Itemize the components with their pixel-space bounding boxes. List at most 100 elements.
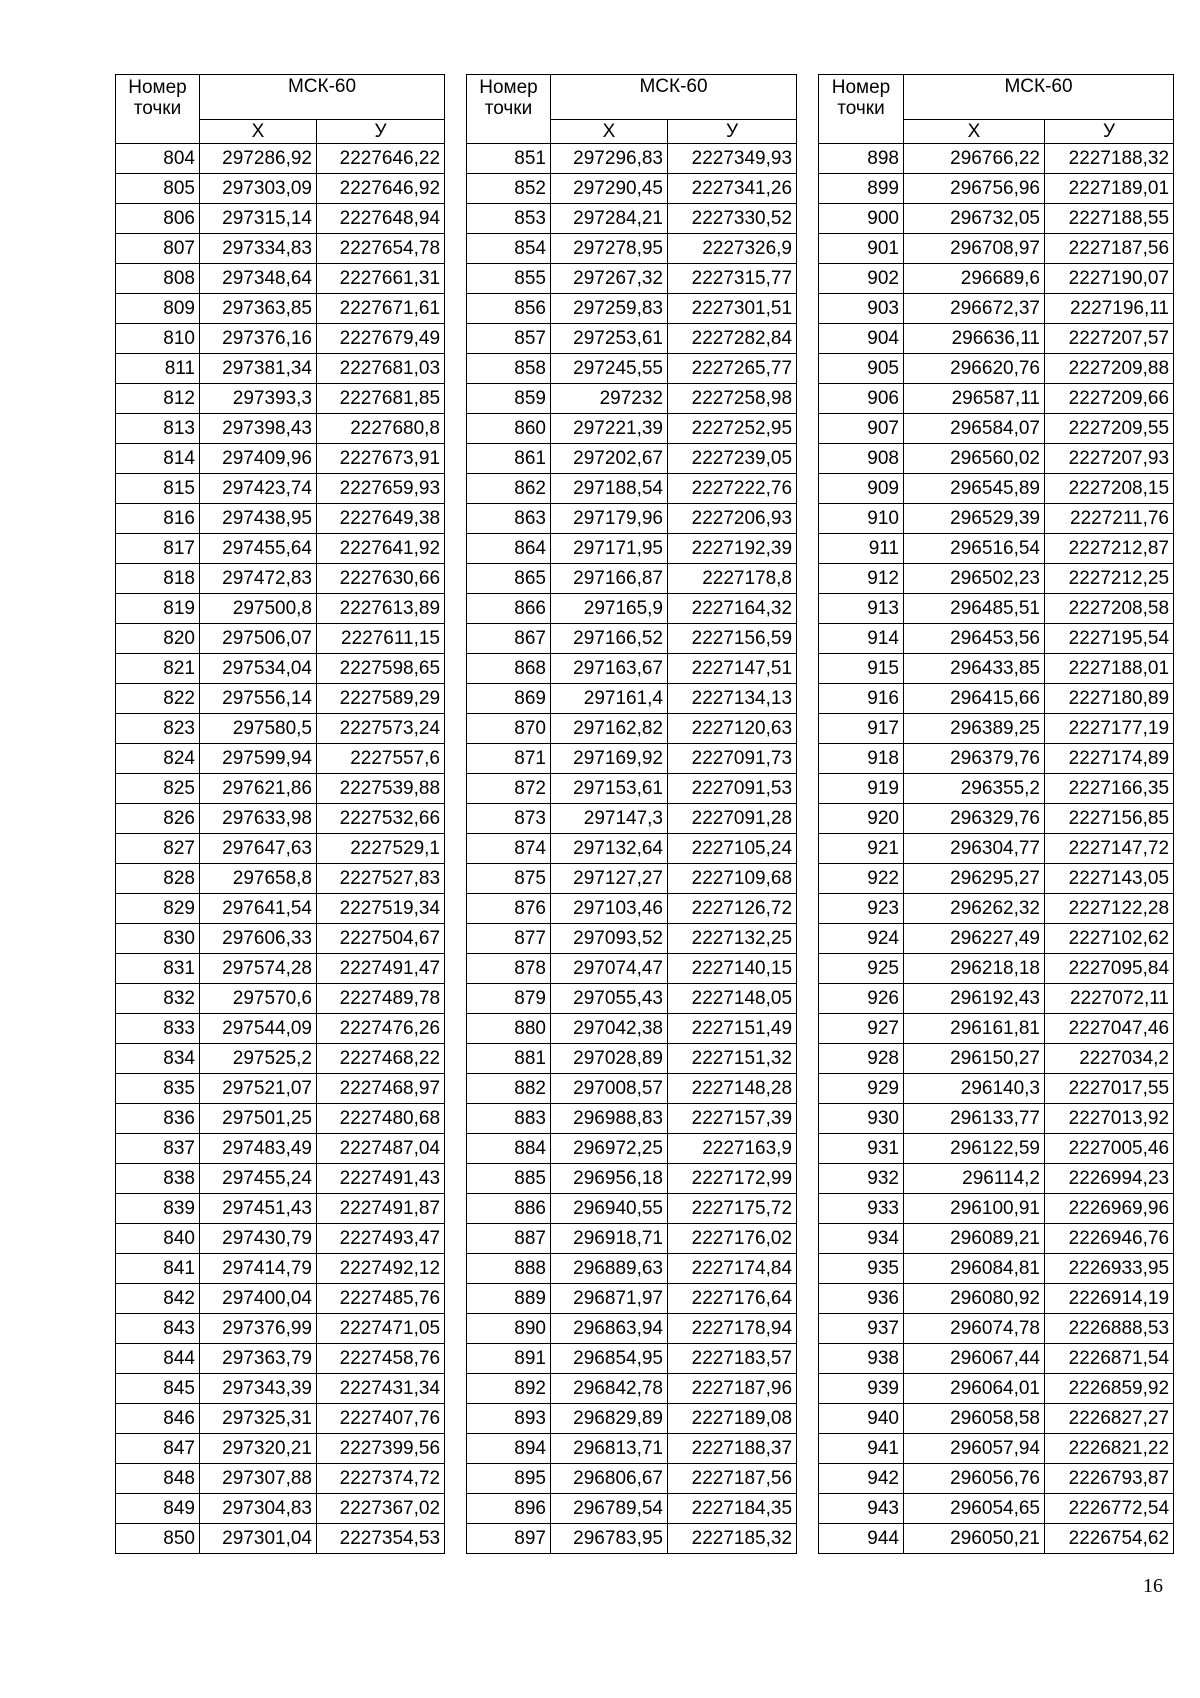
y-coordinate: 2227646,22 — [315, 143, 446, 174]
x-coordinate: 296806,67 — [550, 1463, 668, 1494]
y-coordinate: 2227487,04 — [315, 1133, 446, 1164]
x-coordinate: 296074,78 — [903, 1313, 1045, 1344]
x-coordinate: 297188,54 — [550, 473, 668, 504]
point-number: 811 — [115, 353, 200, 384]
y-coordinate: 2226914,19 — [1043, 1283, 1175, 1314]
x-coordinate: 297423,74 — [199, 473, 317, 504]
point-number: 897 — [466, 1523, 551, 1554]
data-row: 856 297259,83 2227301,51 — [466, 293, 798, 324]
point-number: 944 — [818, 1523, 904, 1554]
y-coordinate: 2227189,08 — [666, 1403, 798, 1434]
data-row: 863 297179,96 2227206,93 — [466, 503, 798, 534]
point-number: 916 — [818, 683, 904, 714]
data-row: 874 297132,64 2227105,24 — [466, 833, 798, 864]
y-coordinate: 2227188,37 — [666, 1433, 798, 1464]
point-number: 852 — [466, 173, 551, 204]
data-row: 860 297221,39 2227252,95 — [466, 413, 798, 444]
point-number: 928 — [818, 1043, 904, 1074]
data-row: 850 297301,04 2227354,53 — [115, 1523, 446, 1554]
x-coordinate: 296502,23 — [903, 563, 1045, 594]
point-number: 846 — [115, 1403, 200, 1434]
point-number: 939 — [818, 1373, 904, 1404]
x-coordinate: 297525,2 — [199, 1043, 317, 1074]
point-number: 938 — [818, 1343, 904, 1374]
data-row: 861 297202,67 2227239,05 — [466, 443, 798, 474]
point-number: 804 — [115, 143, 200, 174]
x-coordinate: 296054,65 — [903, 1493, 1045, 1524]
header-point-number: Номер точки — [466, 74, 551, 144]
data-row: 888 296889,63 2227174,84 — [466, 1253, 798, 1284]
y-coordinate: 2227091,28 — [666, 803, 798, 834]
header-x: Х — [199, 119, 317, 144]
data-row: 898 296766,22 2227188,32 — [818, 143, 1175, 174]
y-coordinate: 2227532,66 — [315, 803, 446, 834]
point-number: 831 — [115, 953, 200, 984]
point-number: 813 — [115, 413, 200, 444]
data-row: 903 296672,37 2227196,11 — [818, 293, 1175, 324]
x-coordinate: 296918,71 — [550, 1223, 668, 1254]
point-number: 922 — [818, 863, 904, 894]
x-coordinate: 297455,24 — [199, 1163, 317, 1194]
y-coordinate: 2227527,83 — [315, 863, 446, 894]
x-coordinate: 296058,58 — [903, 1403, 1045, 1434]
point-number: 864 — [466, 533, 551, 564]
y-coordinate: 2227679,49 — [315, 323, 446, 354]
data-row: 823 297580,5 2227573,24 — [115, 713, 446, 744]
x-coordinate: 296584,07 — [903, 413, 1045, 444]
y-coordinate: 2226772,54 — [1043, 1493, 1175, 1524]
data-row: 840 297430,79 2227493,47 — [115, 1223, 446, 1254]
y-coordinate: 2227209,88 — [1043, 353, 1175, 384]
y-coordinate: 2227208,58 — [1043, 593, 1175, 624]
x-coordinate: 297363,85 — [199, 293, 317, 324]
data-row: 932 296114,2 2226994,23 — [818, 1163, 1175, 1194]
x-coordinate: 297647,63 — [199, 833, 317, 864]
y-coordinate: 2227151,49 — [666, 1013, 798, 1044]
data-row: 813 297398,43 2227680,8 — [115, 413, 446, 444]
y-coordinate: 2227195,54 — [1043, 623, 1175, 654]
x-coordinate: 297506,07 — [199, 623, 317, 654]
point-number: 924 — [818, 923, 904, 954]
point-number: 886 — [466, 1193, 551, 1224]
y-coordinate: 2227105,24 — [666, 833, 798, 864]
point-number: 808 — [115, 263, 200, 294]
x-coordinate: 297363,79 — [199, 1343, 317, 1374]
y-coordinate: 2227589,29 — [315, 683, 446, 714]
data-row: 855 297267,32 2227315,77 — [466, 263, 798, 294]
point-number: 890 — [466, 1313, 551, 1344]
point-number: 819 — [115, 593, 200, 624]
y-coordinate: 2227005,46 — [1043, 1133, 1175, 1164]
point-number: 844 — [115, 1343, 200, 1374]
data-row: 887 296918,71 2227176,02 — [466, 1223, 798, 1254]
data-row: 894 296813,71 2227188,37 — [466, 1433, 798, 1464]
y-coordinate: 2227156,59 — [666, 623, 798, 654]
point-number: 937 — [818, 1313, 904, 1344]
y-coordinate: 2227188,55 — [1043, 203, 1175, 234]
data-row: 897 296783,95 2227185,32 — [466, 1523, 798, 1554]
point-number: 839 — [115, 1193, 200, 1224]
point-number: 807 — [115, 233, 200, 264]
y-coordinate: 2227148,05 — [666, 983, 798, 1014]
y-coordinate: 2226793,87 — [1043, 1463, 1175, 1494]
point-number: 932 — [818, 1163, 904, 1194]
x-coordinate: 297381,34 — [199, 353, 317, 384]
data-row: 834 297525,2 2227468,22 — [115, 1043, 446, 1074]
point-number: 872 — [466, 773, 551, 804]
data-row: 812 297393,3 2227681,85 — [115, 383, 446, 414]
data-row: 923 296262,32 2227122,28 — [818, 893, 1175, 924]
data-row: 838 297455,24 2227491,43 — [115, 1163, 446, 1194]
point-number: 812 — [115, 383, 200, 414]
point-number: 936 — [818, 1283, 904, 1314]
point-number: 857 — [466, 323, 551, 354]
point-number: 835 — [115, 1073, 200, 1104]
x-coordinate: 296789,54 — [550, 1493, 668, 1524]
data-row: 868 297163,67 2227147,51 — [466, 653, 798, 684]
y-coordinate: 2227207,93 — [1043, 443, 1175, 474]
data-row: 875 297127,27 2227109,68 — [466, 863, 798, 894]
x-coordinate: 297409,96 — [199, 443, 317, 474]
data-row: 808 297348,64 2227661,31 — [115, 263, 446, 294]
y-coordinate: 2227177,19 — [1043, 713, 1175, 744]
page-number: 16 — [1143, 1575, 1163, 1597]
point-number: 806 — [115, 203, 200, 234]
x-coordinate: 297221,39 — [550, 413, 668, 444]
point-number: 921 — [818, 833, 904, 864]
